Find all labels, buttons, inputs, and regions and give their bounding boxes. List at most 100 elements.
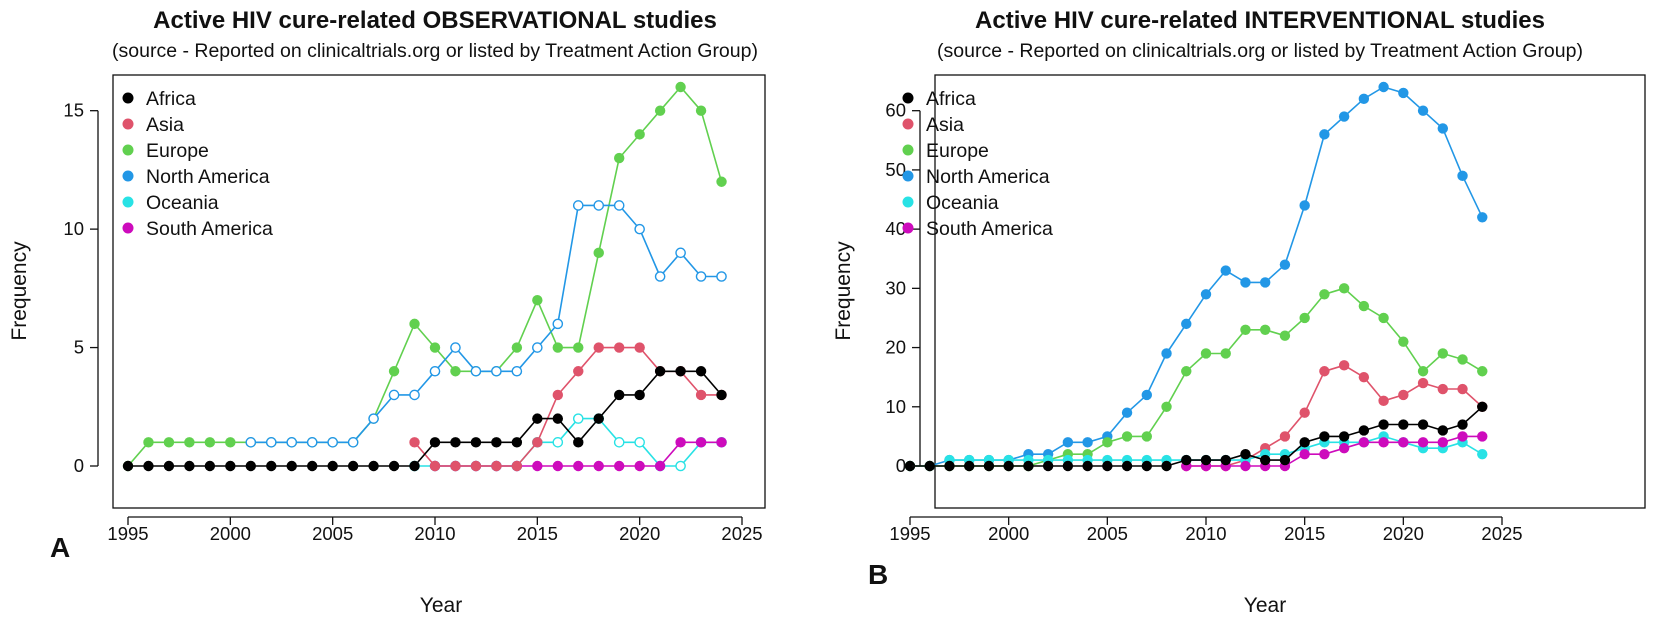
data-point-europe [695, 105, 707, 116]
data-point-europe [1378, 312, 1389, 324]
data-point-africa [429, 437, 441, 448]
data-point-north-america [327, 437, 338, 448]
data-point-africa [1181, 454, 1192, 466]
data-point-europe [593, 247, 604, 259]
panel-a-observational: Active HIV cure-related OBSERVATIONAL st… [8, 7, 766, 617]
y-tick-label: 10 [885, 396, 906, 417]
data-point-africa [1358, 425, 1370, 436]
x-axis: 1995 2000 2005 2010 2015 2020 2025 [889, 516, 1523, 544]
x-tick-label: 1995 [889, 523, 930, 544]
legend-item-south-america: South America [902, 218, 1053, 240]
series-north-america [904, 81, 1488, 472]
data-point-north-america [450, 342, 461, 353]
x-tick-label: 2005 [1087, 523, 1128, 544]
data-point-africa [1260, 454, 1271, 466]
data-point-africa [163, 460, 175, 472]
data-point-south-america [1378, 437, 1389, 448]
data-point-africa [143, 460, 154, 472]
legend-swatch [902, 222, 914, 234]
series-line-north-america [250, 204, 722, 444]
data-point-africa [1042, 460, 1054, 472]
plot-marks [904, 81, 1488, 472]
data-point-africa [1477, 401, 1488, 412]
data-point-africa [1457, 419, 1468, 430]
data-point-oceania [613, 437, 625, 448]
data-point-asia [1437, 383, 1449, 395]
data-point-europe [1279, 330, 1291, 341]
data-point-asia [429, 460, 441, 472]
y-tick-label: 40 [885, 218, 906, 239]
series-line-africa [910, 406, 1483, 467]
data-point-asia [409, 437, 420, 448]
data-point-asia [552, 389, 563, 401]
y-tick-label: 20 [885, 337, 906, 358]
x-tick-label: 2010 [414, 523, 455, 544]
data-point-europe [1141, 431, 1153, 442]
series-north-america [245, 200, 727, 448]
data-point-europe [573, 342, 584, 353]
data-point-south-america [573, 460, 584, 472]
data-point-africa [695, 366, 707, 377]
legend-item-north-america: North America [902, 166, 1050, 188]
y-tick-label: 10 [63, 218, 84, 239]
data-point-europe [1102, 437, 1113, 448]
data-point-asia [573, 366, 584, 377]
data-point-africa [675, 366, 686, 377]
legend: Africa Asia Europe North America Oceania Sout… [902, 88, 1053, 240]
data-point-europe [634, 129, 645, 140]
data-point-south-america [1299, 448, 1310, 460]
data-point-africa [204, 460, 216, 472]
plot-marks [122, 81, 727, 472]
data-point-north-america [368, 413, 379, 424]
series-africa [904, 401, 1488, 472]
data-point-south-america [634, 460, 645, 472]
legend-item-oceania: Oceania [122, 192, 219, 214]
data-point-north-america [409, 389, 420, 401]
data-point-north-america [675, 247, 686, 259]
data-point-europe [1299, 312, 1310, 324]
data-point-north-america [306, 437, 318, 448]
data-point-oceania [572, 413, 584, 424]
data-point-north-america [1260, 277, 1271, 288]
y-axis: 0 10 20 30 40 50 60 [885, 100, 921, 476]
data-point-europe [654, 105, 666, 116]
data-point-north-america [634, 223, 645, 235]
data-point-africa [245, 460, 256, 472]
data-point-asia [1338, 360, 1350, 371]
data-point-north-america [245, 437, 257, 448]
legend-label: Asia [926, 114, 964, 136]
data-point-north-america [1062, 437, 1074, 448]
data-point-europe [1477, 366, 1488, 377]
data-point-europe [450, 366, 461, 377]
legend-label: Europe [926, 140, 989, 162]
data-point-europe [1200, 348, 1212, 359]
data-point-africa [1338, 431, 1350, 442]
data-point-north-america [1437, 123, 1449, 134]
data-point-africa [1299, 437, 1310, 448]
y-tick-label: 0 [74, 455, 84, 476]
legend-item-europe: Europe [902, 140, 989, 162]
data-point-africa [593, 413, 604, 424]
y-tick-label: 30 [885, 277, 906, 298]
data-point-africa [470, 437, 482, 448]
data-point-europe [1121, 431, 1133, 442]
data-point-europe [1260, 324, 1271, 335]
data-point-north-america [429, 365, 441, 377]
data-point-africa [122, 460, 134, 472]
data-point-europe [675, 81, 686, 93]
data-point-africa [1200, 454, 1212, 466]
data-point-europe [204, 437, 216, 448]
series-asia [409, 342, 727, 472]
data-point-europe [184, 437, 195, 448]
x-tick-label: 1995 [107, 523, 148, 544]
data-point-africa [491, 437, 502, 448]
legend-label: North America [926, 166, 1050, 188]
data-point-africa [347, 460, 359, 472]
data-point-south-america [716, 437, 727, 448]
data-point-asia [1457, 383, 1468, 395]
data-point-north-america [1319, 129, 1330, 140]
data-point-europe [1240, 324, 1251, 335]
legend-swatch [122, 92, 134, 104]
data-point-south-america [1240, 460, 1251, 472]
